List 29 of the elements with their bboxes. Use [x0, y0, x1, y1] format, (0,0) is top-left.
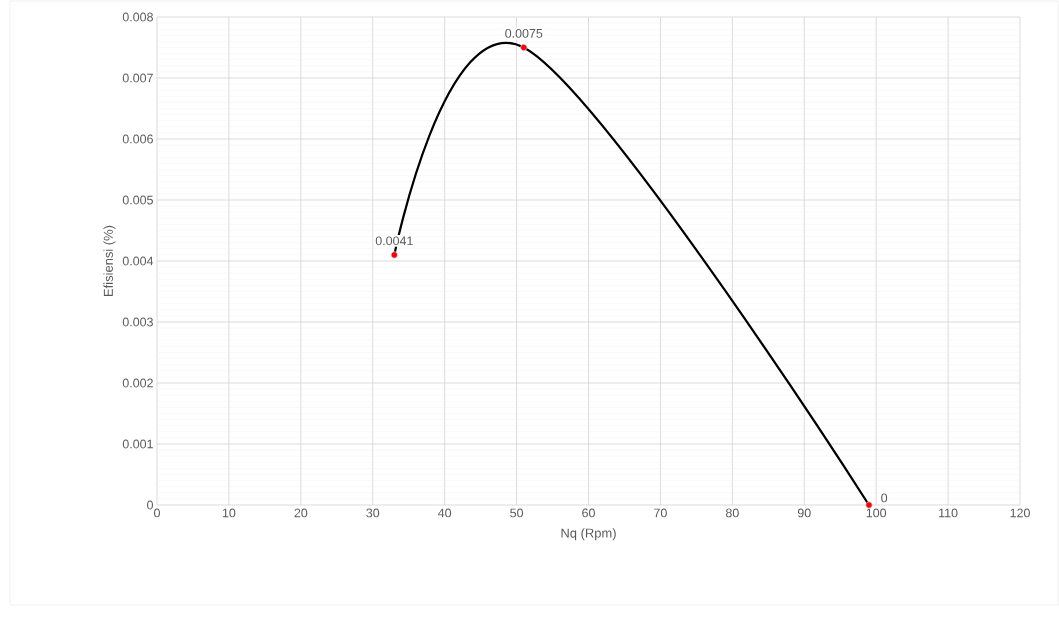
- y-tick-label: 0: [147, 500, 153, 510]
- point: [390, 251, 398, 259]
- x-tick-label: 80: [725, 508, 739, 518]
- y-tick-label: 0.007: [122, 73, 153, 83]
- point: [520, 43, 528, 52]
- y-tick-label: 0.003: [122, 317, 153, 327]
- x-tick-label: 10: [222, 508, 236, 518]
- data-label: 0: [881, 493, 888, 503]
- x-tick-label: 110: [939, 508, 958, 518]
- y-tick-label: 0.005: [122, 195, 153, 205]
- x-tick-label: 50: [510, 508, 524, 518]
- y-tick-label: 0.001: [122, 439, 153, 449]
- x-tick-label: 70: [654, 508, 667, 518]
- data-label: 0.0075: [505, 28, 543, 38]
- x-tick-label: 60: [582, 508, 595, 518]
- x-tick-label: 0: [154, 508, 160, 518]
- x-tick-label: 100: [866, 508, 887, 518]
- x-tick-label: 40: [438, 508, 452, 518]
- x-tick-label: 20: [294, 508, 308, 518]
- x-tick-label: 120: [1010, 508, 1030, 518]
- y-axis-title: Efisiensi (%): [103, 225, 116, 296]
- y-tick-label: 0.002: [122, 378, 153, 388]
- y-tick-label: 0.004: [122, 256, 154, 266]
- x-tick-label: 90: [797, 508, 811, 518]
- data-label: 0.0041: [375, 236, 413, 246]
- y-tick-label: 0.006: [122, 134, 153, 144]
- y-tick-label: 0.008: [122, 12, 153, 22]
- x-tick-label: 30: [366, 508, 380, 518]
- x-axis-title: Nq (Rpm): [561, 528, 616, 541]
